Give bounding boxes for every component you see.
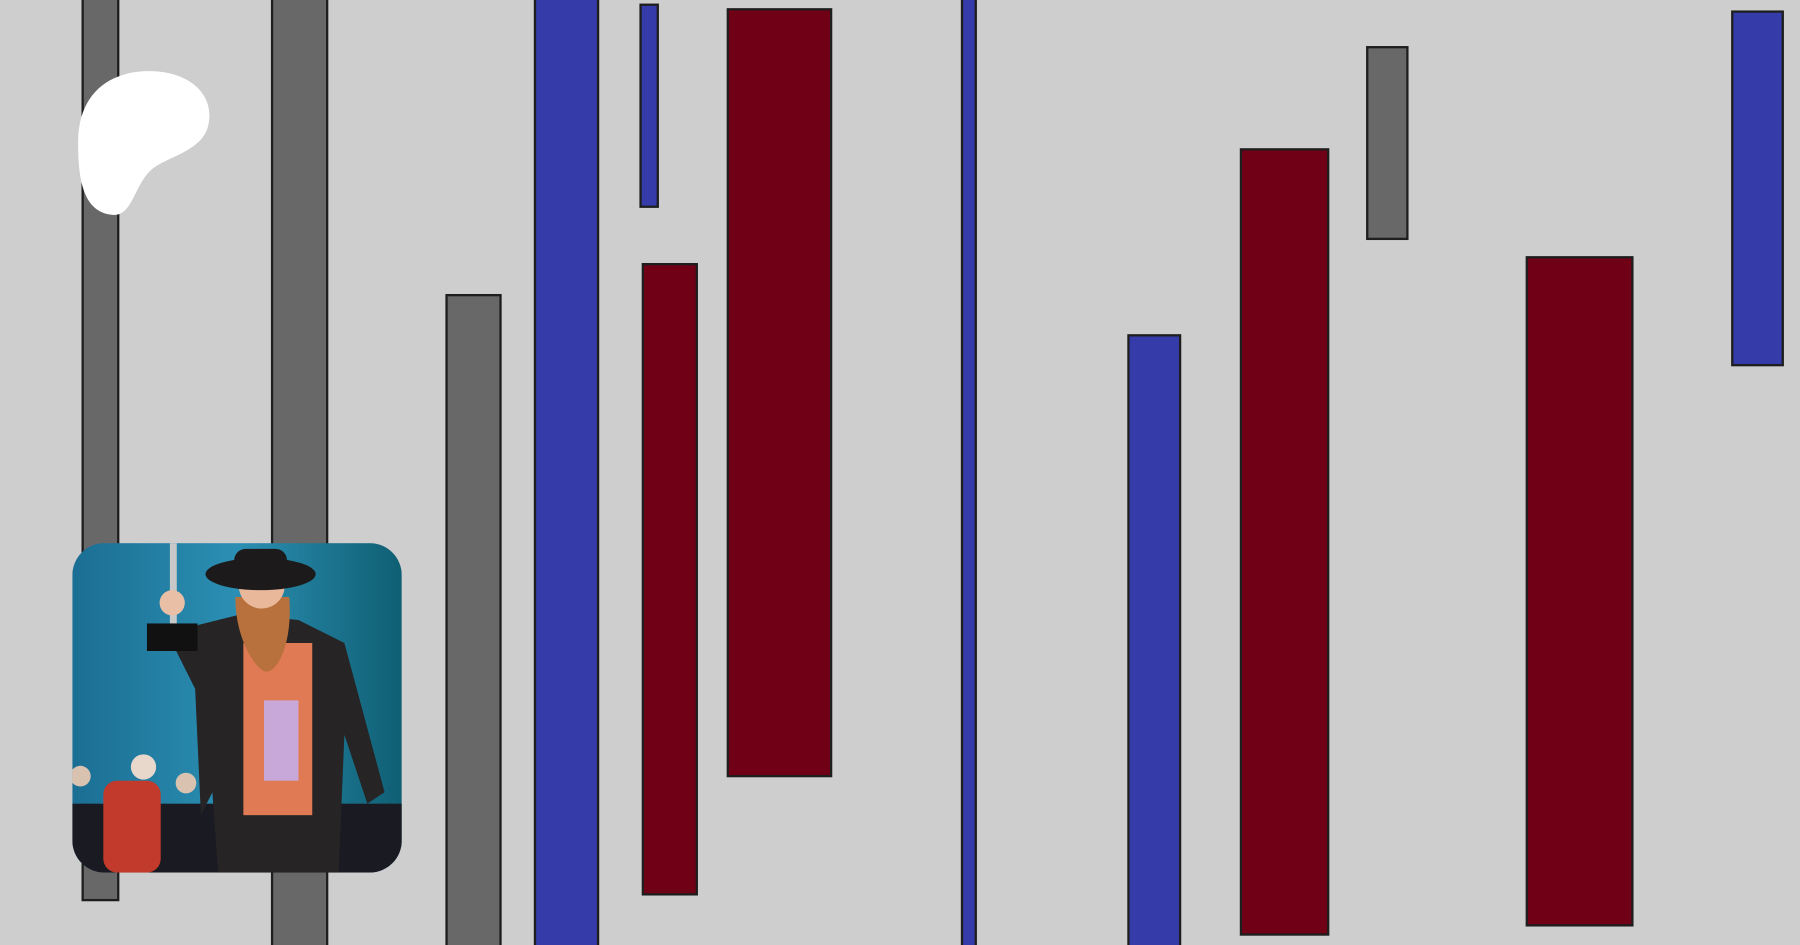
photo-trophy [146,623,198,652]
photo-person [264,700,299,781]
photo-person [103,780,161,873]
decor-bar [726,8,833,778]
photo-trophy [169,543,177,624]
photo-person [72,765,91,787]
decor-bar [1127,334,1182,945]
photo-person [130,754,157,780]
decor-bar [960,0,977,945]
decor-bar [1525,256,1634,927]
decor-bar [1731,10,1784,367]
decor-bar [639,3,659,208]
decor-bar [533,0,600,945]
decor-bar [1366,46,1409,241]
photo-person [234,548,287,577]
photo-person [159,590,185,616]
avatar-photo[interactable] [70,543,402,873]
decor-bar [641,262,698,896]
logo[interactable] [78,71,210,216]
photo-person [175,772,197,794]
decor-bar [1239,148,1330,936]
decor-bar [445,293,502,945]
photo-person [235,597,290,672]
